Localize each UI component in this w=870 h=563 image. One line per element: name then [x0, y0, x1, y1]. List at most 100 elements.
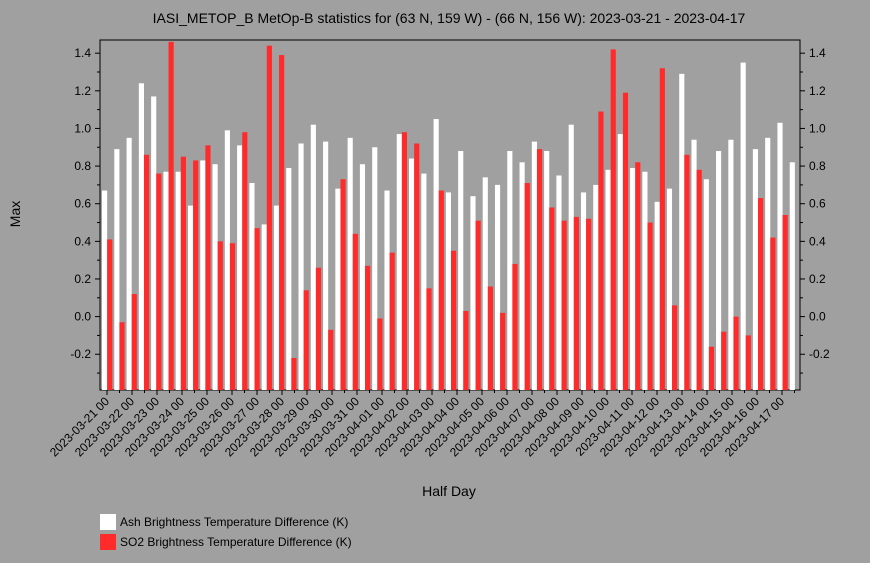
bar-so2: [635, 162, 641, 390]
legend-label-so2: SO2 Brightness Temperature Difference (K…: [120, 535, 352, 549]
y-tick-label-left: 0.6: [74, 197, 91, 211]
bar-ash: [556, 175, 562, 390]
bar-ash: [335, 188, 341, 390]
bar-ash: [642, 171, 648, 390]
bar-ash: [175, 171, 181, 390]
bar-so2: [598, 111, 604, 391]
bar-so2: [549, 207, 555, 390]
bar-ash: [728, 139, 734, 390]
bar-ash: [752, 149, 759, 390]
y-tick-label-right: 0.8: [809, 159, 826, 173]
bar-so2: [352, 233, 358, 390]
bar-ash: [789, 162, 795, 390]
bar-so2: [156, 173, 162, 390]
bar-ash: [507, 151, 513, 390]
bar-so2: [438, 190, 444, 390]
bar-so2: [119, 322, 125, 390]
bar-ash: [531, 141, 537, 390]
bar-ash: [323, 141, 329, 390]
bar-ash: [777, 122, 783, 390]
bar-ash: [765, 137, 771, 390]
bar-so2: [143, 154, 150, 390]
bar-ash: [409, 158, 415, 390]
bar-so2: [782, 215, 788, 390]
bar-so2: [168, 41, 174, 391]
bar-ash: [138, 83, 144, 390]
bar-ash: [384, 190, 390, 390]
plot-area: -0.2 -0.2 0.0 0.0 0.2 0.2 0.4 0.4 0.6 0.6 0.8 0.8 1.…: [47, 39, 830, 459]
bar-ash: [273, 205, 280, 390]
bar-ash: [298, 143, 304, 390]
y-axis-label: Max: [7, 201, 23, 227]
bar-so2: [512, 263, 518, 390]
chart-title: IASI_METOP_B MetOp-B statistics for (63 …: [153, 10, 746, 26]
bar-so2: [389, 252, 395, 390]
bar-so2: [303, 290, 309, 390]
bar-ash: [630, 167, 636, 390]
bar-ash: [359, 164, 366, 390]
bar-so2: [401, 132, 408, 391]
bar-so2: [721, 331, 727, 390]
bar-so2: [647, 222, 653, 390]
bar-so2: [524, 183, 530, 390]
bar-ash: [519, 162, 525, 390]
x-axis-label: Half Day: [422, 483, 476, 499]
bar-ash: [605, 169, 611, 390]
bar-so2: [426, 288, 432, 390]
y-tick-label-right: 0.4: [809, 234, 826, 248]
bar-so2: [463, 310, 469, 390]
bar-so2: [573, 216, 579, 390]
bar-so2: [561, 220, 567, 390]
bar-so2: [131, 294, 137, 390]
bar-ash: [494, 184, 501, 390]
bar-ash: [286, 167, 292, 390]
bar-so2: [193, 160, 199, 390]
bar-ash: [421, 173, 427, 390]
bar-so2: [758, 198, 764, 390]
bar-so2: [279, 55, 285, 390]
legend-label-ash: Ash Brightness Temperature Difference (K…: [120, 515, 349, 529]
bar-so2: [770, 237, 776, 390]
bar-so2: [340, 179, 346, 390]
bar-ash: [347, 137, 353, 390]
bar-ash: [396, 134, 402, 390]
bar-so2: [242, 132, 248, 391]
bar-so2: [107, 239, 113, 390]
y-tick-label-right: 1.2: [809, 84, 826, 98]
y-tick-label-left: 0.0: [74, 310, 91, 324]
bar-ash: [187, 205, 194, 390]
bar-so2: [291, 358, 297, 390]
bar-ash: [163, 171, 169, 390]
bar-ash: [200, 160, 206, 390]
bar-ash: [716, 151, 722, 390]
bar-ash: [261, 224, 267, 390]
y-tick-label-left: 0.2: [74, 272, 91, 286]
y-tick-label-right: 0.0: [809, 310, 826, 324]
y-tick-label-left: 0.4: [74, 234, 91, 248]
bar-ash: [482, 177, 488, 390]
legend-item-so2: SO2 Brightness Temperature Difference (K…: [100, 532, 352, 552]
bar-so2: [475, 220, 481, 390]
legend: Ash Brightness Temperature Difference (K…: [100, 512, 352, 552]
y-tick-label-left: 0.8: [74, 159, 91, 173]
legend-item-ash: Ash Brightness Temperature Difference (K…: [100, 512, 352, 532]
bar-so2: [622, 92, 629, 390]
bar-so2: [328, 329, 334, 390]
y-tick-label-left: 1.4: [74, 46, 91, 60]
bar-so2: [733, 316, 739, 390]
bar-ash: [212, 164, 218, 390]
bar-so2: [315, 267, 322, 390]
legend-swatch-so2: [100, 534, 116, 550]
bar-ash: [568, 124, 574, 390]
bar-ash: [237, 145, 243, 390]
bar-ash: [691, 139, 697, 390]
bar-so2: [180, 156, 186, 390]
y-tick-label-right: 0.2: [809, 272, 826, 286]
bar-so2: [586, 218, 592, 390]
bar-ash: [666, 188, 673, 390]
y-tick-label-right: -0.2: [809, 347, 830, 361]
y-tick-label-left: 1.0: [74, 121, 91, 135]
bar-so2: [266, 45, 272, 390]
y-tick-label-right: 0.6: [809, 197, 826, 211]
